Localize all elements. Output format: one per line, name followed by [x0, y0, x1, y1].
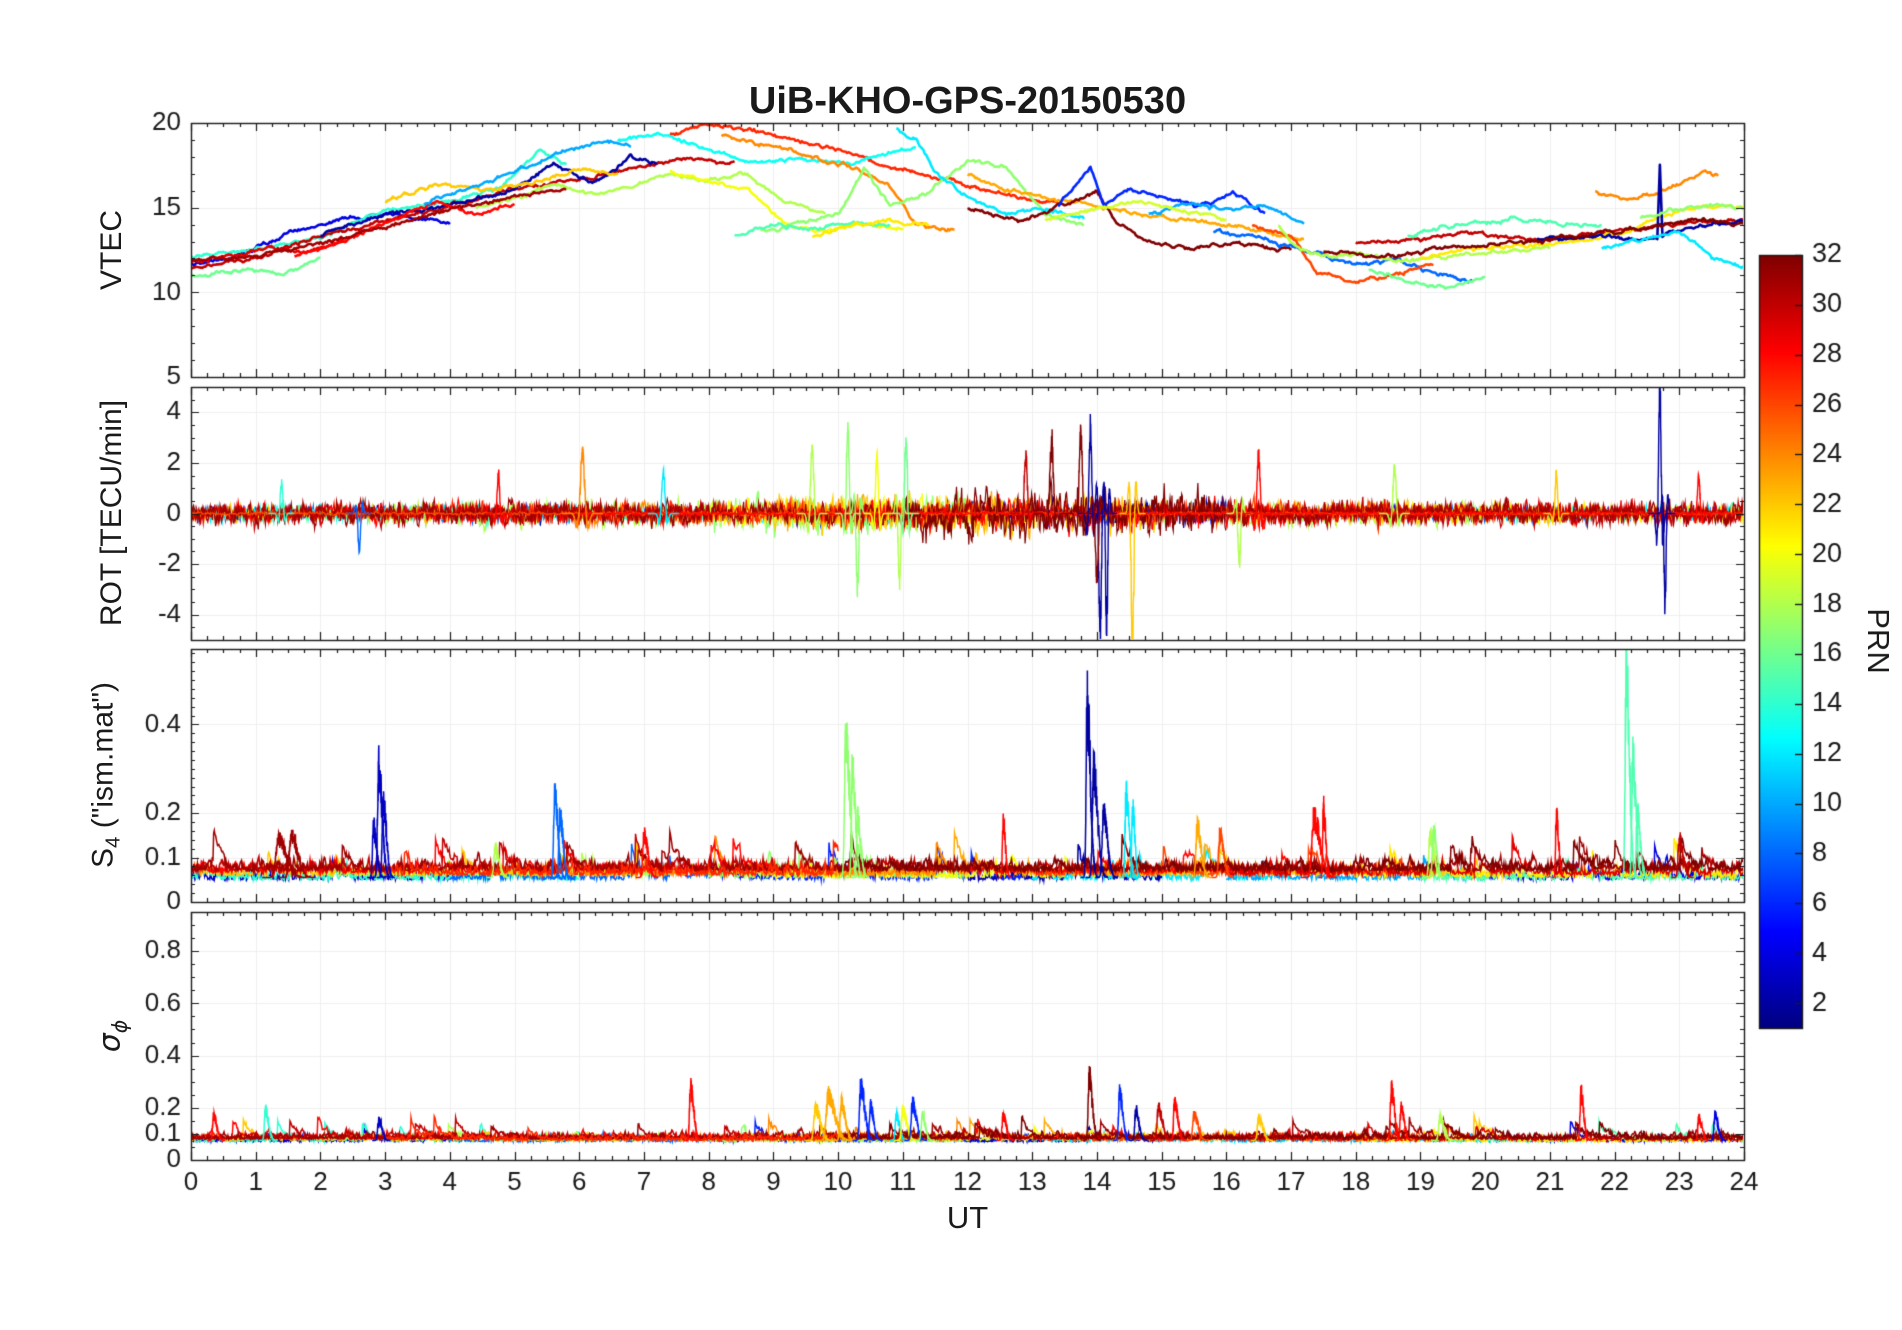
- ylabel-vtec: VTEC: [95, 209, 128, 291]
- ylabel-rot: ROT [TECU/min]: [95, 399, 128, 627]
- chart-title: UiB-KHO-GPS-20150530: [748, 80, 1187, 122]
- colorbar-label-prn: PRN: [1861, 608, 1896, 674]
- ylabel-sigma-phi: σϕ: [93, 1020, 132, 1052]
- s4-symbol: S: [86, 847, 120, 868]
- s4-label-rest: ("ism.mat"): [86, 682, 120, 837]
- sigma-symbol: σ: [92, 1033, 128, 1053]
- phi-subscript: ϕ: [107, 1019, 132, 1034]
- s4-subscript: 4: [102, 836, 125, 848]
- ylabel-s4: S4 ("ism.mat"): [87, 682, 126, 868]
- xlabel-ut: UT: [946, 1200, 989, 1235]
